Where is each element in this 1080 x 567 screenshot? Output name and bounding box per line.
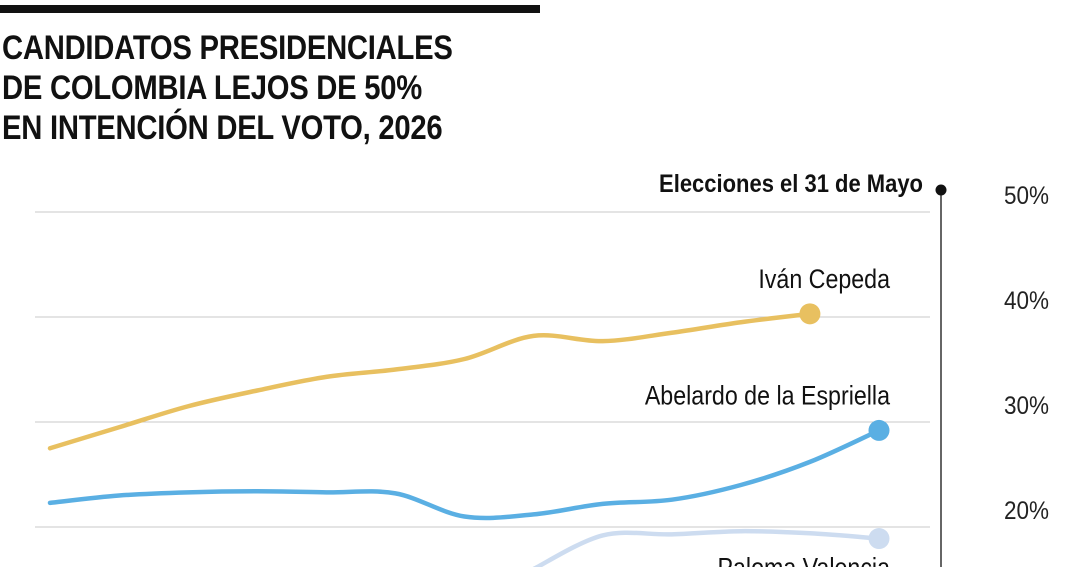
y-tick-label: 30% [1004, 392, 1049, 420]
election-dot [935, 184, 947, 196]
series-end-points [799, 303, 890, 550]
series-label-abelardo-de-la-espriella: Abelardo de la Espriella [645, 381, 890, 411]
y-tick-labels: 50% 40% 30% 20% [1004, 182, 1049, 525]
title-line-1: CANDIDATOS PRESIDENCIALES [2, 29, 453, 67]
y-tick-label: 50% [1004, 182, 1049, 210]
election-label: Elecciones el 31 de Mayo [659, 170, 923, 198]
series-label-paloma-valencia: Paloma Valencia [718, 553, 890, 567]
series-end-dot-ivan-cepeda [799, 303, 821, 325]
gridlines [35, 211, 930, 528]
y-tick-label: 20% [1004, 497, 1049, 525]
series-line-abelardo-de-la-espriella [47, 428, 882, 521]
election-marker: Elecciones el 31 de Mayo [659, 170, 947, 567]
series-end-dot-abelardo-de-la-espriella [868, 419, 890, 441]
series-labels: Iván Cepeda Abelardo de la Espriella Palom… [645, 264, 890, 567]
series-end-dot-paloma-valencia [868, 528, 890, 550]
y-tick-label: 40% [1004, 287, 1049, 315]
series-label-ivan-cepeda: Iván Cepeda [758, 264, 890, 294]
title-line-3: EN INTENCIÓN DEL VOTO, 2026 [2, 109, 443, 147]
series-line-paloma-valencia [532, 528, 882, 567]
series-lines [47, 311, 882, 567]
chart-title: CANDIDATOS PRESIDENCIALES DE COLOMBIA LE… [2, 28, 484, 148]
series-line-ivan-cepeda [47, 311, 813, 451]
title-line-2: DE COLOMBIA LEJOS DE 50% [2, 69, 423, 107]
top-rule [0, 5, 540, 13]
